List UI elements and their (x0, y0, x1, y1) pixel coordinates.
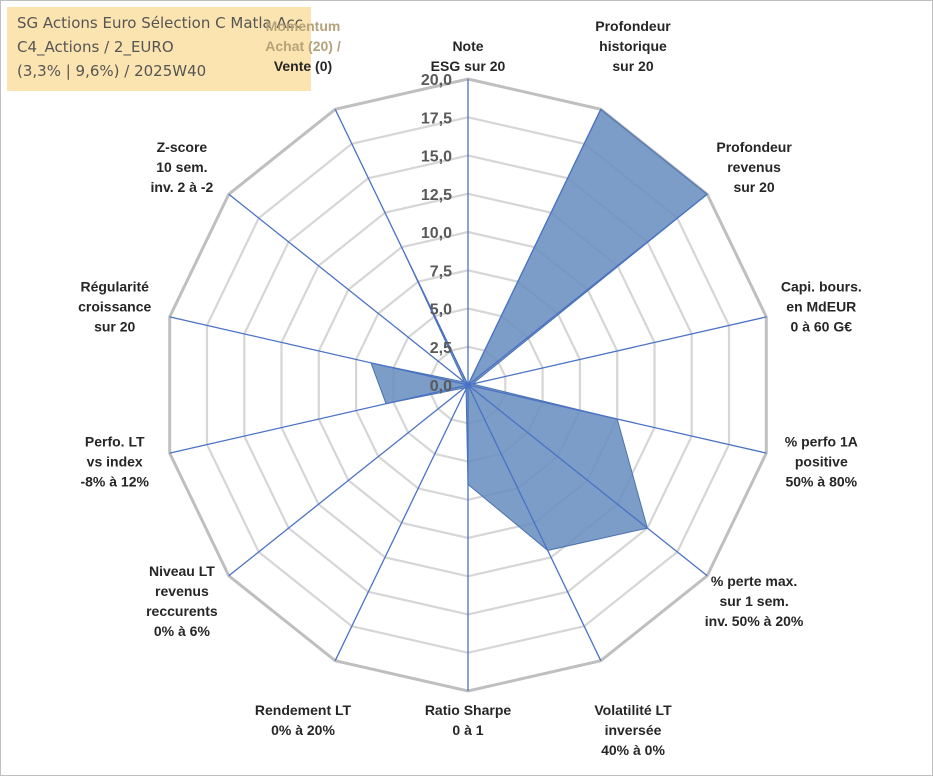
radar-category-label: Ratio Sharpe 0 à 1 (425, 702, 512, 738)
radar-category-label-line: 0 à 60 G€ (791, 319, 853, 335)
radar-tick-label: 5,0 (430, 302, 452, 319)
radar-tick-label: 7,5 (430, 263, 452, 280)
radar-tick-label: 0,0 (430, 378, 452, 395)
radar-category-label-line: revenus (155, 583, 209, 599)
radar-axis-spoke (467, 193, 708, 386)
radar-tick-label: 2,5 (430, 340, 452, 357)
radar-category-label-line: 10 sem. (156, 159, 207, 175)
radar-category-label-line: 50% à 80% (785, 473, 857, 489)
radar-category-label-line: vs index (87, 453, 143, 469)
chart-title-box: SG Actions Euro Sélection C Matla Acc C4… (7, 7, 311, 91)
radar-category-label-line: ESG sur 20 (431, 58, 506, 74)
radar-category-label-line: reccurents (146, 603, 218, 619)
radar-category-label-line: historique (599, 38, 667, 54)
radar-axis-spoke (467, 109, 602, 386)
radar-category-label-line: Ratio Sharpe (425, 702, 512, 718)
radar-category-label-line: sur 20 (733, 179, 774, 195)
radar-tick-label: 12,5 (421, 187, 452, 204)
radar-category-label-line: inv. 50% à 20% (705, 613, 804, 629)
radar-axis-spoke (169, 384, 469, 454)
radar-category-label-line: % perte max. (711, 573, 797, 589)
radar-axis-spoke (467, 384, 767, 454)
chart-title-line-3: (3,3% | 9,6%) / 2025W40 (17, 62, 207, 80)
radar-category-label-line: inversée (605, 722, 662, 738)
radar-category-label-line: Note (452, 38, 483, 54)
chart-title-line-1: SG Actions Euro Sélection C Matla Acc (17, 14, 304, 32)
radar-axis-spoke (467, 316, 767, 386)
radar-series-polygon (370, 108, 708, 551)
radar-axis-spoke (334, 384, 469, 661)
radar-category-label-line: Z-score (157, 139, 208, 155)
radar-axis-spoke (228, 193, 469, 386)
radar-category-label-line: inv. 2 à -2 (151, 179, 214, 195)
radar-tick-label: 20,0 (421, 72, 452, 89)
radar-tick-labels: 0,0 2,5 5,0 7,5 10,0 12,5 15,0 17,5 20,0 (421, 72, 452, 395)
radar-tick-label: 10,0 (421, 225, 452, 242)
radar-category-label: Z-score 10 sem. inv. 2 à -2 (151, 139, 214, 195)
radar-category-label-line: Régularité (80, 279, 149, 295)
radar-axis-spoke (467, 384, 602, 661)
radar-category-label: Volatilité LT inversée 40% à 0% (594, 702, 672, 758)
radar-category-label-line: Achat (20) / (265, 38, 341, 54)
radar-axis-spoke (169, 316, 469, 386)
radar-tick-label: 17,5 (421, 110, 452, 127)
radar-axis-spoke (228, 384, 469, 577)
radar-category-label-line: % perfo 1A (785, 433, 858, 449)
radar-category-label-line: 0% à 6% (154, 623, 211, 639)
radar-category-label-line: Vente (0) (274, 58, 332, 74)
radar-axis-spoke (334, 109, 469, 386)
radar-category-label-line: 40% à 0% (601, 742, 665, 758)
radar-category-label: Capi. bours. en MdEUR 0 à 60 G€ (781, 279, 862, 335)
radar-category-label-line: revenus (727, 159, 781, 175)
radar-category-label-line: Capi. bours. (781, 279, 862, 295)
radar-category-label: Régularité croissance sur 20 (78, 279, 151, 335)
radar-tick-label: 15,0 (421, 149, 452, 166)
radar-category-label-line: Momentum (266, 18, 341, 34)
radar-category-label-line: Profondeur (716, 139, 792, 155)
radar-axes (169, 79, 767, 691)
radar-category-label-line: Niveau LT (149, 563, 215, 579)
radar-category-label-line: croissance (78, 299, 151, 315)
radar-category-label-line: 0% à 20% (271, 722, 335, 738)
radar-category-label-line: 0 à 1 (452, 722, 483, 738)
radar-category-label: % perte max. sur 1 sem. inv. 50% à 20% (705, 573, 804, 629)
radar-category-label: Note ESG sur 20 (431, 38, 506, 74)
radar-category-label: % perfo 1A positive 50% à 80% (785, 433, 858, 489)
radar-category-label: Momentum Achat (20) / Vente (0) (265, 18, 341, 74)
radar-category-label: Profondeur revenus sur 20 (716, 139, 792, 195)
radar-category-label: Profondeur historique sur 20 (595, 18, 671, 74)
radar-category-label: Rendement LT 0% à 20% (255, 702, 352, 738)
radar-category-label-line: sur 20 (612, 58, 653, 74)
radar-category-labels: Note ESG sur 20 Profondeur historique sur 20… (78, 18, 862, 758)
radar-category-label-line: sur 20 (94, 319, 135, 335)
radar-category-label-line: Profondeur (595, 18, 671, 34)
radar-category-label-line: Rendement LT (255, 702, 352, 718)
radar-category-label-line: Perfo. LT (85, 433, 145, 449)
radar-category-label-line: Volatilité LT (594, 702, 672, 718)
radar-category-label-line: sur 1 sem. (719, 593, 788, 609)
radar-category-label-line: en MdEUR (786, 299, 856, 315)
radar-category-label-line: -8% à 12% (80, 473, 149, 489)
radar-axis-spoke (467, 384, 708, 577)
radar-series-area (370, 108, 708, 551)
radar-category-label-line: positive (795, 453, 848, 469)
radar-category-label: Perfo. LT vs index -8% à 12% (80, 433, 149, 489)
chart-title-line-2: C4_Actions / 2_EURO (17, 38, 174, 56)
radar-category-label: Niveau LT revenus reccurents 0% à 6% (146, 563, 218, 639)
